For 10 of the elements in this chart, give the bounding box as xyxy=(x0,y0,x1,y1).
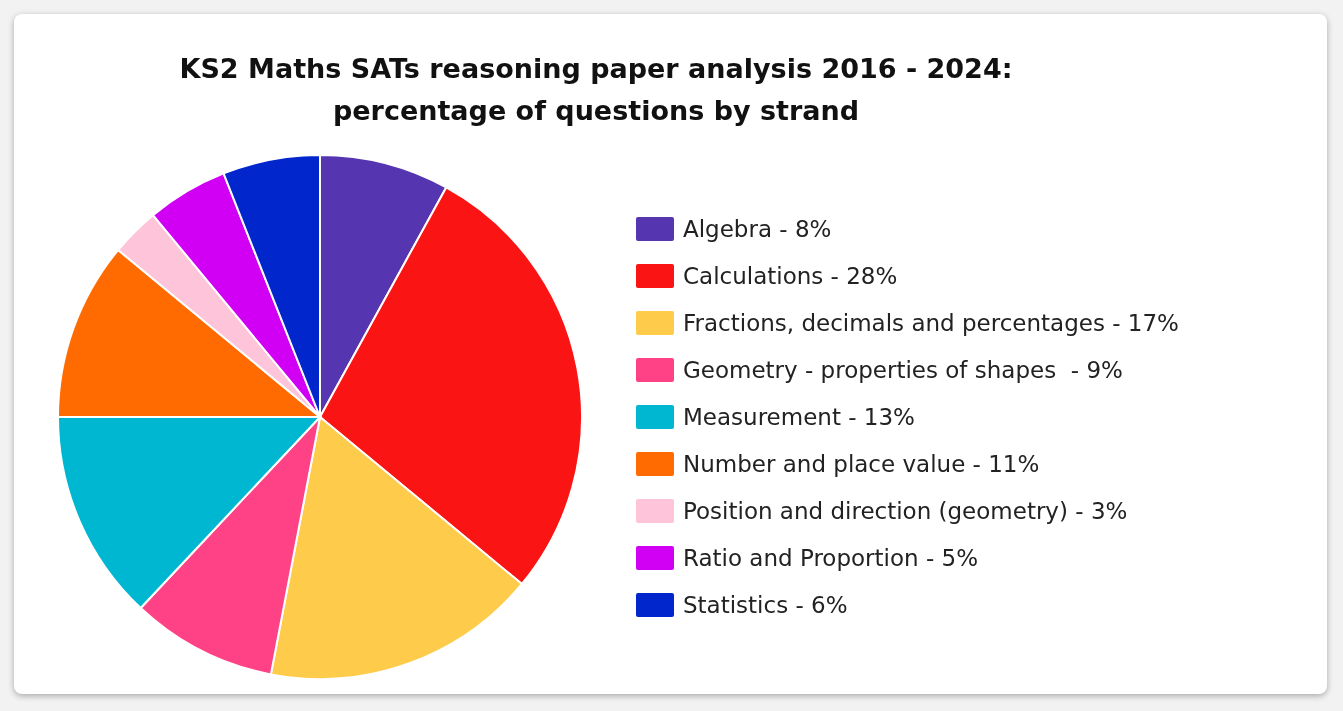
legend-label: Fractions, decimals and percentages - 17% xyxy=(683,310,1179,336)
legend-label: Position and direction (geometry) - 3% xyxy=(683,498,1128,524)
legend-label: Statistics - 6% xyxy=(683,592,848,618)
legend-label: Number and place value - 11% xyxy=(683,451,1040,477)
legend-label: Algebra - 8% xyxy=(683,216,832,242)
legend-label: Measurement - 13% xyxy=(683,404,915,430)
legend-label: Ratio and Proportion - 5% xyxy=(683,545,979,571)
legend-label: Geometry - properties of shapes - 9% xyxy=(683,357,1123,383)
legend-label: Calculations - 28% xyxy=(683,263,898,289)
chart-title: KS2 Maths SATs reasoning paper analysis 2016 - 2024: percentage of questions by strand xyxy=(179,53,1013,126)
